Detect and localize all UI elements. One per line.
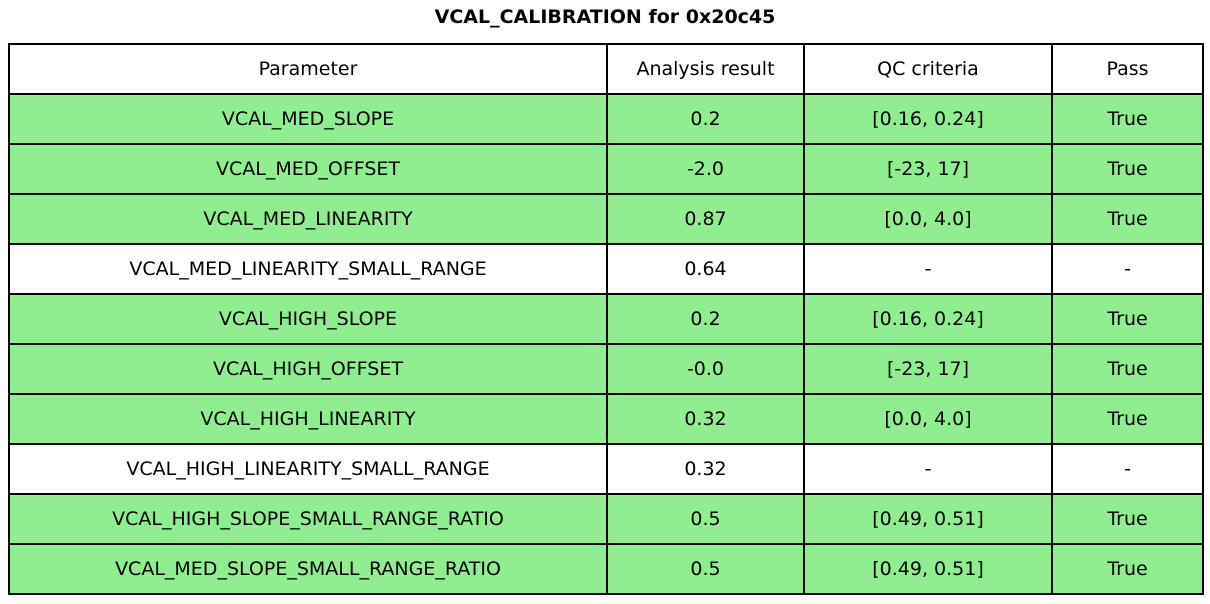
parameter-cell: VCAL_MED_SLOPE <box>8 93 608 145</box>
qc-criteria-cell: - <box>803 443 1053 495</box>
qc-criteria-cell: [0.16, 0.24] <box>803 293 1053 345</box>
pass-cell: - <box>1051 243 1204 295</box>
table-row: VCAL_MED_LINEARITY_SMALL_RANGE 0.64- - <box>8 243 1204 295</box>
qc-criteria-cell: [-23, 17] <box>803 343 1053 395</box>
pass-cell: True <box>1051 293 1204 345</box>
analysis-result-cell: 0.32 <box>606 393 805 445</box>
analysis-result-cell: 0.32 <box>606 443 805 495</box>
analysis-result-cell: 0.5 <box>606 543 805 595</box>
analysis-result-cell: 0.64 <box>606 243 805 295</box>
table-row: VCAL_MED_OFFSET -2.0 [-23, 17] True <box>8 143 1204 195</box>
qc-criteria-cell: - <box>803 243 1053 295</box>
pass-cell: True <box>1051 543 1204 595</box>
column-header-analysis-result: Analysis result <box>606 43 805 95</box>
parameter-cell: VCAL_MED_SLOPE_SMALL_RANGE_RATIO <box>8 543 608 595</box>
table-row: VCAL_HIGH_SLOPE 0.2 [0.16, 0.24] True <box>8 293 1204 345</box>
analysis-result-cell: 0.2 <box>606 93 805 145</box>
table-row: VCAL_HIGH_LINEARITY_SMALL_RANGE 0.32- - <box>8 443 1204 495</box>
qc-table: Parameter Analysis result QC criteria Pass … <box>8 43 1204 595</box>
parameter-cell: VCAL_HIGH_SLOPE_SMALL_RANGE_RATIO <box>8 493 608 545</box>
parameter-cell: VCAL_MED_OFFSET <box>8 143 608 195</box>
qc-criteria-cell: [0.49, 0.51] <box>803 543 1053 595</box>
table-row: VCAL_HIGH_OFFSET -0.0 [-23, 17] True <box>8 343 1204 395</box>
analysis-result-cell: -2.0 <box>606 143 805 195</box>
qc-criteria-cell: [-23, 17] <box>803 143 1053 195</box>
pass-cell: True <box>1051 343 1204 395</box>
header-row: Parameter Analysis result QC criteria Pass <box>8 43 1204 95</box>
table-row: VCAL_HIGH_LINEARITY 0.32 [0.0, 4.0] True <box>8 393 1204 445</box>
parameter-cell: VCAL_MED_LINEARITY_SMALL_RANGE <box>8 243 608 295</box>
pass-cell: True <box>1051 93 1204 145</box>
table-row: VCAL_HIGH_SLOPE_SMALL_RANGE_RATIO 0.5 [0.4… <box>8 493 1204 545</box>
parameter-cell: VCAL_HIGH_OFFSET <box>8 343 608 395</box>
pass-cell: True <box>1051 143 1204 195</box>
pass-cell: True <box>1051 393 1204 445</box>
pass-cell: True <box>1051 493 1204 545</box>
parameter-cell: VCAL_HIGH_LINEARITY <box>8 393 608 445</box>
page-title: VCAL_CALIBRATION for 0x20c45 <box>434 6 776 28</box>
parameter-cell: VCAL_MED_LINEARITY <box>8 193 608 245</box>
analysis-result-cell: 0.5 <box>606 493 805 545</box>
table-row: VCAL_MED_LINEARITY 0.87 [0.0, 4.0] True <box>8 193 1204 245</box>
pass-cell: True <box>1051 193 1204 245</box>
column-header-qc-criteria: QC criteria <box>803 43 1053 95</box>
qc-criteria-cell: [0.0, 4.0] <box>803 193 1053 245</box>
column-header-parameter: Parameter <box>8 43 608 95</box>
analysis-result-cell: 0.87 <box>606 193 805 245</box>
qc-criteria-cell: [0.16, 0.24] <box>803 93 1053 145</box>
analysis-result-cell: 0.2 <box>606 293 805 345</box>
qc-criteria-cell: [0.49, 0.51] <box>803 493 1053 545</box>
table-row: VCAL_MED_SLOPE 0.2 [0.16, 0.24] True <box>8 93 1204 145</box>
table-row: VCAL_MED_SLOPE_SMALL_RANGE_RATIO 0.5 [0.49… <box>8 543 1204 595</box>
column-header-pass: Pass <box>1051 43 1204 95</box>
analysis-result-cell: -0.0 <box>606 343 805 395</box>
parameter-cell: VCAL_HIGH_SLOPE <box>8 293 608 345</box>
pass-cell: - <box>1051 443 1204 495</box>
parameter-cell: VCAL_HIGH_LINEARITY_SMALL_RANGE <box>8 443 608 495</box>
qc-criteria-cell: [0.0, 4.0] <box>803 393 1053 445</box>
